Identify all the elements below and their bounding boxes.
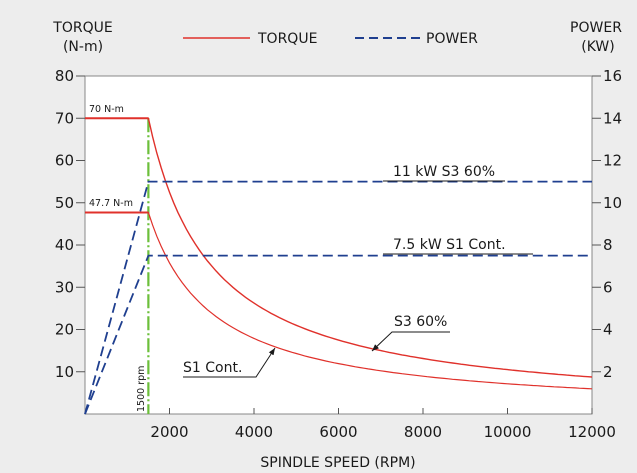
y-left-tick-label: 20 xyxy=(55,321,74,339)
y-left-tick-label: 70 xyxy=(55,109,74,127)
y-right-tick-label: 14 xyxy=(603,109,622,127)
y-left-tick-label: 50 xyxy=(55,194,74,212)
axis-ticks: 2000 4000 6000 8000 10000 12000 10 20 30 40 50 60 70… xyxy=(55,67,622,441)
annotation-curve-s1: S1 Cont. xyxy=(183,360,242,376)
y-left-tick-label: 30 xyxy=(55,278,74,296)
y-right-tick-label: 6 xyxy=(603,278,613,296)
x-axis-label: SPINDLE SPEED (RPM) xyxy=(260,455,415,471)
y-right-tick-label: 2 xyxy=(603,363,613,381)
y-right-tick-label: 8 xyxy=(603,236,613,254)
annotation-torque-low: 47.7 N-m xyxy=(89,198,133,209)
legend-label-power: POWER xyxy=(426,31,478,47)
annotation-torque-high: 70 N-m xyxy=(89,104,124,115)
power-series-line xyxy=(84,254,592,415)
annotation-power-low: 7.5 kW S1 Cont. xyxy=(393,237,506,253)
plot-area xyxy=(84,75,593,415)
torque-series-line xyxy=(85,211,593,390)
x-tick-label: 6000 xyxy=(319,423,357,441)
annotation-curve-s3-leader xyxy=(371,331,450,352)
annotation-power-high: 11 kW S3 60% xyxy=(393,164,495,180)
x-tick-label: 2000 xyxy=(150,423,188,441)
legend: TORQUE POWER xyxy=(183,31,478,47)
x-tick-label: 12000 xyxy=(568,423,616,441)
y-right-tick-label: 12 xyxy=(603,152,622,170)
marker-label-1500rpm: 1500 rpm xyxy=(136,366,147,412)
y-right-tick-label: 10 xyxy=(603,194,622,212)
power-series-line xyxy=(84,180,592,415)
y-left-label-line2: (N-m) xyxy=(63,39,103,55)
torque-series-line xyxy=(85,117,593,378)
x-tick-label: 4000 xyxy=(235,423,273,441)
y-left-tick-label: 10 xyxy=(55,363,74,381)
x-tick-label: 8000 xyxy=(404,423,442,441)
y-left-tick-label: 80 xyxy=(55,67,74,85)
annotation-curve-s3: S3 60% xyxy=(394,314,447,330)
legend-label-torque: TORQUE xyxy=(257,31,317,47)
y-left-tick-label: 60 xyxy=(55,152,74,170)
annotation-curve-s1-leader xyxy=(183,347,276,378)
y-left-tick-label: 40 xyxy=(55,236,74,254)
y-right-tick-label: 4 xyxy=(603,321,613,339)
y-right-label-line1: POWER xyxy=(570,20,622,36)
x-tick-label: 10000 xyxy=(484,423,532,441)
y-left-label-line1: TORQUE xyxy=(52,20,112,36)
y-right-tick-label: 16 xyxy=(603,67,622,85)
chart-marks xyxy=(84,117,593,415)
y-right-label-line2: (KW) xyxy=(581,39,614,55)
